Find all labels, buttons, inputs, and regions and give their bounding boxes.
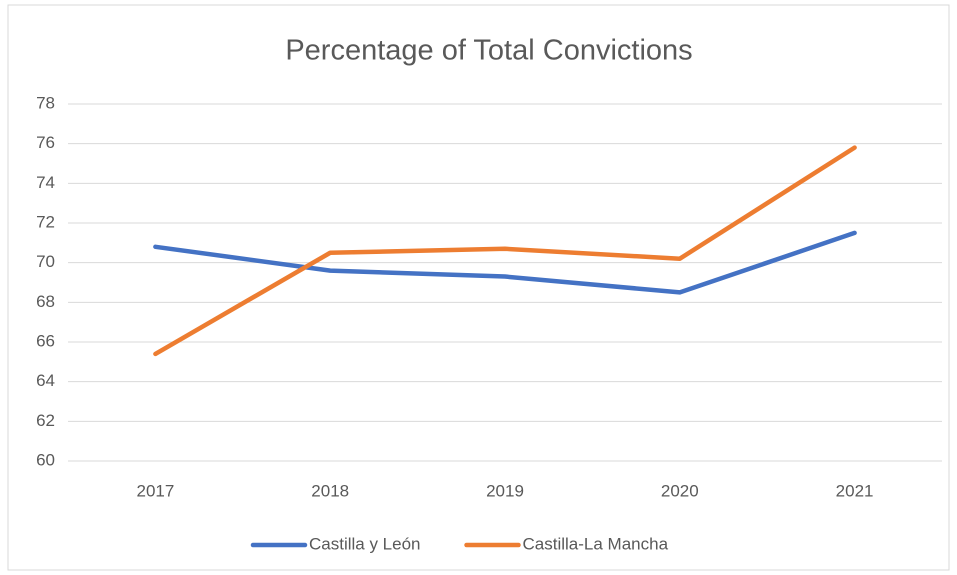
x-tick-label: 2020 [661, 481, 699, 500]
x-tick-label: 2021 [836, 481, 874, 500]
y-tick-label: 64 [36, 371, 55, 390]
y-tick-label: 78 [36, 93, 55, 112]
chart-border [7, 4, 950, 571]
y-tick-label: 68 [36, 292, 55, 311]
y-tick-label: 74 [36, 173, 55, 192]
x-tick-label: 2017 [136, 481, 174, 500]
chart-title: Percentage of Total Convictions [285, 35, 692, 67]
legend-label: Castilla-La Mancha [523, 534, 669, 553]
y-tick-label: 62 [36, 411, 55, 430]
y-tick-label: 66 [36, 331, 55, 350]
x-tick-label: 2018 [311, 481, 349, 500]
y-tick-label: 60 [36, 450, 55, 469]
y-tick-label: 70 [36, 252, 55, 271]
y-tick-label: 76 [36, 133, 55, 152]
series-line [153, 230, 857, 295]
x-tick-label: 2019 [486, 481, 524, 500]
y-tick-label: 72 [36, 212, 55, 231]
legend-label: Castilla y León [309, 534, 421, 553]
series-line [153, 145, 857, 357]
